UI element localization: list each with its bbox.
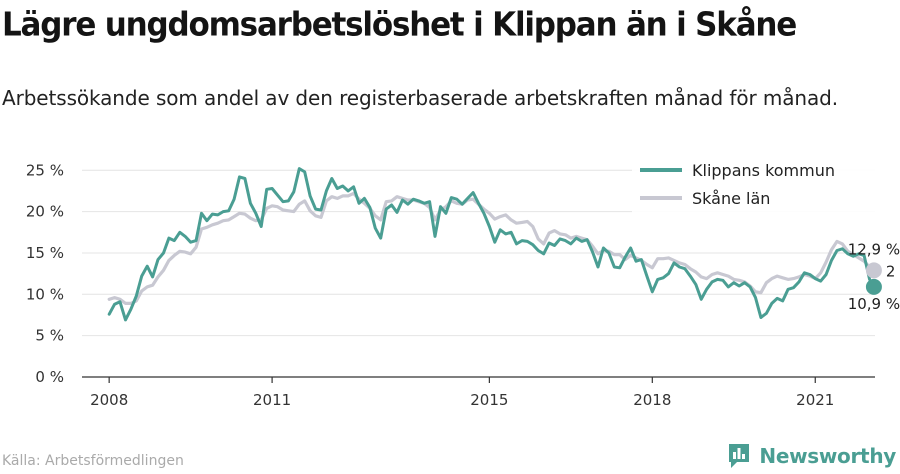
y-tick-label: 10 % <box>26 285 64 303</box>
legend-background <box>632 156 875 214</box>
line-chart: 0 %5 %10 %15 %20 %25 % 2008 2011 2015 2018 2… <box>26 156 900 409</box>
x-tick-label: 2015 <box>470 391 508 409</box>
y-axis: 0 % 5 % 10 % 15 % 20 % 25 % <box>26 161 64 386</box>
x-axis: 2008 2011 2015 2018 2021 <box>82 376 875 409</box>
brand-name: Newsworthy <box>759 444 896 468</box>
newsworthy-logo-icon <box>729 444 750 468</box>
end-label-skane: 12,9 % <box>848 240 900 258</box>
legend-label-klippan: Klippans kommun <box>692 161 835 180</box>
end-marker-skane <box>865 262 882 279</box>
x-tick-label: 2011 <box>253 391 291 409</box>
legend: Klippans kommun Skåne län <box>632 156 875 214</box>
x-tick-label: 2008 <box>90 391 128 409</box>
end-markers: 12,9 % 2 % 10,9 % <box>848 240 900 313</box>
end-label-klippan: 10,9 % <box>848 295 900 313</box>
y-tick-label: 20 % <box>26 203 64 221</box>
x-tick-label: 2018 <box>633 391 671 409</box>
y-tick-label: 0 % <box>35 368 64 386</box>
series-line-klippan <box>107 167 876 322</box>
end-marker-klippan <box>865 278 882 295</box>
x-tick-label: 2021 <box>796 391 834 409</box>
y-tick-label: 25 % <box>26 161 64 179</box>
page-title: Lägre ungdomsarbetslöshet i Klippan än i… <box>2 6 797 44</box>
legend-label-skane: Skåne län <box>692 189 770 208</box>
series-lines <box>107 167 876 322</box>
page-subtitle: Arbetssökande som andel av den registerb… <box>2 86 838 110</box>
end-label-skane-secondary: 2 % <box>886 262 900 280</box>
y-tick-label: 15 % <box>26 244 64 262</box>
y-tick-label: 5 % <box>35 327 64 345</box>
brand-logo: Newsworthy <box>727 440 896 472</box>
source-note: Källa: Arbetsförmedlingen <box>2 453 184 469</box>
